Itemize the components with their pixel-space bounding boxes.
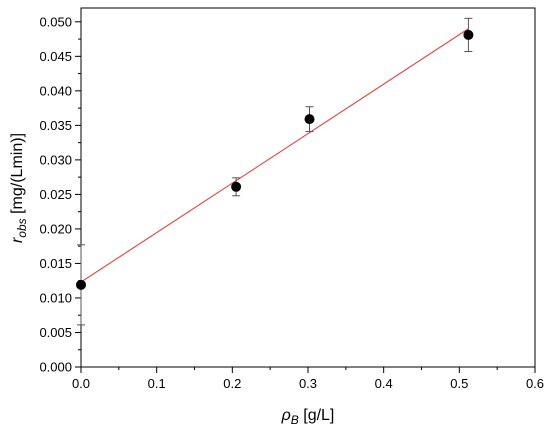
data-point-1: [231, 181, 242, 192]
y-axis-ticks: 0.000 0.005 0.010 0.015 0.020 0.025 0.030 0.035…: [39, 14, 81, 375]
fit-line: [80, 28, 469, 283]
x-tick-label-4: 0.4: [375, 376, 393, 391]
y-axis-label-symbol: r: [9, 237, 26, 243]
x-axis-label: ρB [g/L]: [281, 407, 335, 427]
y-tick-label-7: 0.035: [39, 118, 72, 133]
y-tick-label-4: 0.020: [39, 221, 72, 236]
y-tick-label-10: 0.050: [39, 14, 72, 29]
x-axis-label-unit: [g/L]: [299, 407, 335, 424]
y-tick-label-2: 0.010: [39, 290, 72, 305]
y-tick-label-5: 0.025: [39, 187, 72, 202]
x-axis-ticks: 0.0 0.1 0.2 0.3 0.4 0.5 0.6: [72, 367, 544, 391]
data-point-2: [304, 114, 315, 125]
x-tick-label-3: 0.3: [299, 376, 317, 391]
y-axis-label: robs [mg/(Lmin)]: [9, 133, 29, 243]
data-point-0: [76, 279, 86, 290]
x-tick-label-6: 0.6: [526, 376, 544, 391]
x-tick-label-0: 0.0: [72, 376, 90, 391]
x-tick-label-5: 0.5: [450, 376, 468, 391]
y-tick-label-1: 0.005: [39, 325, 72, 340]
x-axis-label-subscript: B: [291, 413, 299, 427]
data-points: [76, 17, 474, 326]
x-axis-label-symbol: ρ: [281, 407, 291, 424]
y-axis-label-unit: [mg/(Lmin)]: [9, 133, 26, 218]
plot-frame: [80, 7, 536, 368]
y-tick-label-6: 0.030: [39, 152, 72, 167]
y-tick-label-3: 0.015: [39, 256, 72, 271]
x-tick-label-1: 0.1: [148, 376, 166, 391]
y-tick-label-0: 0.000: [39, 360, 72, 375]
x-tick-label-2: 0.2: [223, 376, 241, 391]
data-point-3: [463, 29, 474, 40]
y-tick-label-9: 0.045: [39, 49, 72, 64]
y-axis-label-subscript: obs: [15, 218, 29, 237]
y-tick-label-8: 0.040: [39, 83, 72, 98]
